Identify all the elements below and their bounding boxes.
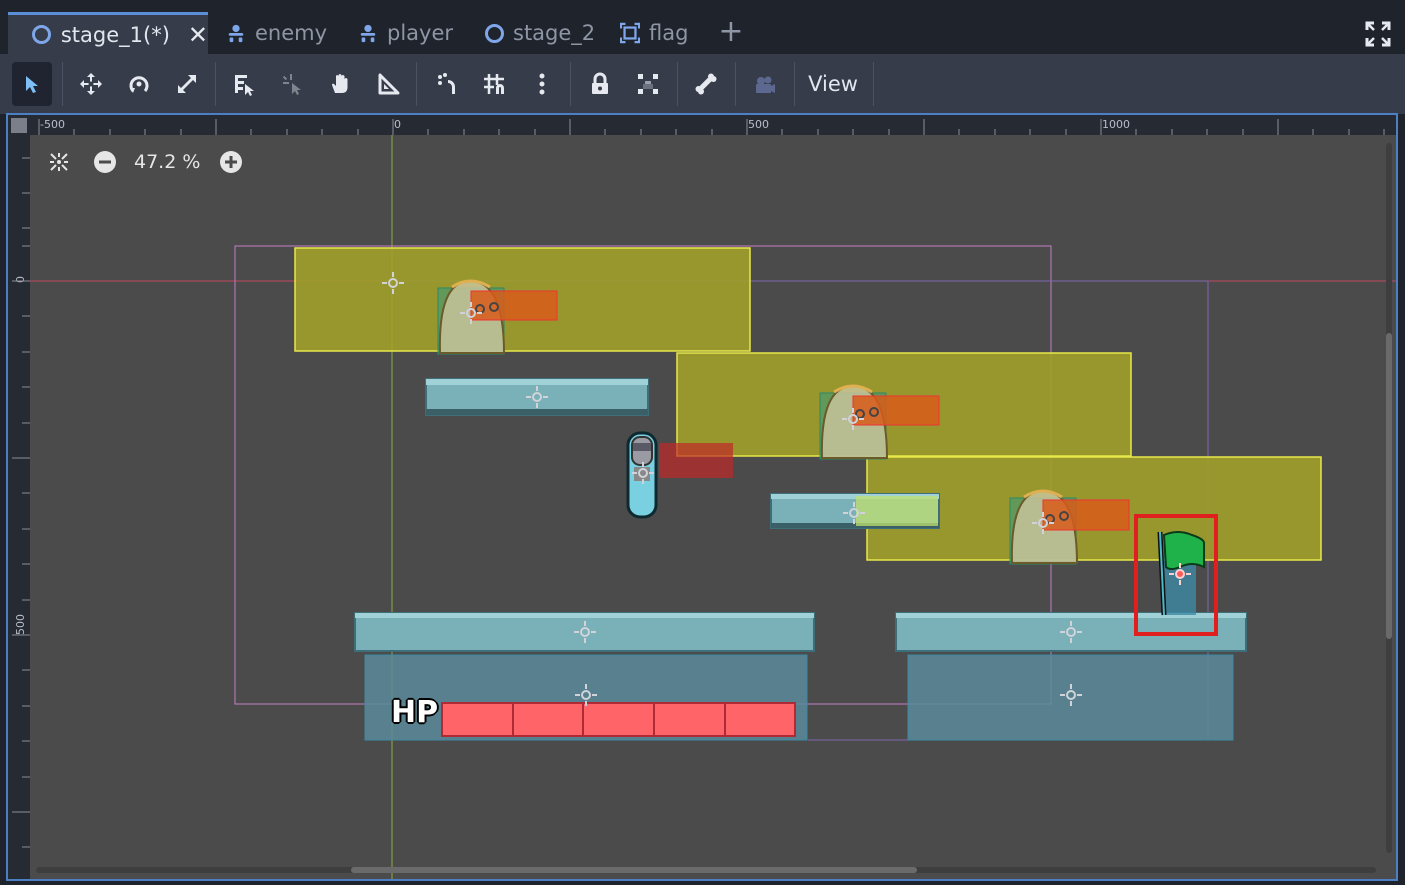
grid-snap-icon — [484, 74, 504, 94]
tab-flag[interactable]: flag — [596, 12, 716, 54]
selection-box — [1134, 514, 1218, 636]
v-scrollbar[interactable] — [1386, 333, 1392, 639]
scene-canvas[interactable] — [8, 115, 1396, 879]
tab-label: player — [387, 21, 454, 45]
distraction-free-icon[interactable] — [1364, 20, 1392, 48]
pivot-tool[interactable] — [272, 62, 312, 106]
frame-icon — [620, 22, 640, 44]
zoom-out-icon[interactable] — [92, 149, 118, 175]
scene-circle-icon — [484, 23, 504, 43]
cursor-arrow-icon — [26, 76, 38, 93]
tab-player[interactable]: player — [334, 12, 474, 54]
move-tool[interactable] — [71, 62, 111, 106]
ruler-corner — [8, 115, 30, 135]
scene-circle-icon — [32, 25, 52, 45]
zoom-in-icon[interactable] — [218, 149, 244, 175]
flag-sprite — [1134, 514, 1218, 636]
close-icon[interactable]: ✕ — [187, 20, 208, 49]
hp-label: HP — [391, 695, 439, 730]
smart-snap-toggle[interactable] — [428, 62, 468, 106]
hp-bar — [441, 702, 796, 737]
lock-toggle[interactable] — [580, 62, 620, 106]
ground-platform — [895, 612, 1247, 741]
tab-label: stage_1(*) — [60, 22, 170, 47]
tab-stage-1[interactable]: stage_1(*) ✕ — [8, 12, 208, 54]
ruler-label: 0 — [394, 118, 401, 131]
ruler-top — [30, 115, 1396, 135]
zoom-controls: 47.2 % — [46, 149, 244, 175]
scale-tool[interactable] — [167, 62, 207, 106]
tab-enemy[interactable]: enemy — [202, 12, 342, 54]
ruler-label: 500 — [748, 118, 769, 131]
ruler-label: 1000 — [1102, 118, 1130, 131]
tab-stage-2[interactable]: stage_2 — [460, 12, 610, 54]
scene-tab-bar: stage_1(*) ✕ enemy player stage_2 flag + — [0, 0, 1405, 54]
list-select-tool[interactable] — [224, 62, 264, 106]
bone-icon — [695, 73, 717, 95]
platform — [425, 378, 649, 416]
player-sprite — [626, 431, 733, 519]
h-scrollbar[interactable] — [351, 867, 917, 873]
enemy-sprite — [819, 384, 940, 460]
canvas-viewport[interactable]: -500 0 500 1000 0 500 — [6, 113, 1398, 881]
camera-icon — [756, 76, 775, 93]
grid-snap-toggle[interactable] — [474, 62, 514, 106]
kebab-menu-icon — [539, 73, 545, 95]
center-view-icon[interactable] — [46, 149, 72, 175]
scale-icon — [178, 75, 196, 93]
rotate-icon — [129, 76, 149, 93]
zoom-level[interactable]: 47.2 % — [134, 151, 201, 173]
hand-icon — [332, 74, 348, 93]
smart-snap-icon — [438, 73, 455, 94]
add-tab-icon[interactable]: + — [718, 14, 744, 49]
move-arrows-icon — [80, 73, 102, 95]
select-tool[interactable] — [12, 62, 52, 106]
node-tree-icon — [358, 23, 378, 43]
ruler-icon — [378, 73, 400, 95]
ruler-tool[interactable] — [368, 62, 408, 106]
view-menu-button[interactable]: View — [808, 72, 858, 96]
camera-override-tool[interactable] — [744, 62, 784, 106]
tab-label: stage_2 — [513, 21, 596, 45]
platform — [770, 493, 940, 529]
skeleton-tool[interactable] — [686, 62, 726, 106]
flag-pivot — [1169, 563, 1191, 585]
tab-label: enemy — [255, 21, 328, 45]
group-toggle[interactable] — [628, 62, 668, 106]
ruler-ticks-left — [12, 157, 30, 848]
node-tree-icon — [226, 23, 246, 43]
ruler-label: -500 — [40, 118, 65, 131]
tab-label: flag — [649, 21, 689, 45]
ruler-ticks-top — [38, 119, 1385, 135]
snap-options-menu[interactable] — [522, 62, 562, 106]
canvas-toolbar: View — [0, 54, 1405, 114]
ruler-left — [8, 135, 30, 879]
group-icon — [638, 74, 658, 94]
list-select-icon — [235, 75, 254, 96]
pivot-icon — [282, 74, 301, 95]
pan-tool[interactable] — [320, 62, 360, 106]
rotate-tool[interactable] — [119, 62, 159, 106]
pivot-markers — [382, 272, 1082, 706]
lock-icon — [592, 72, 608, 94]
